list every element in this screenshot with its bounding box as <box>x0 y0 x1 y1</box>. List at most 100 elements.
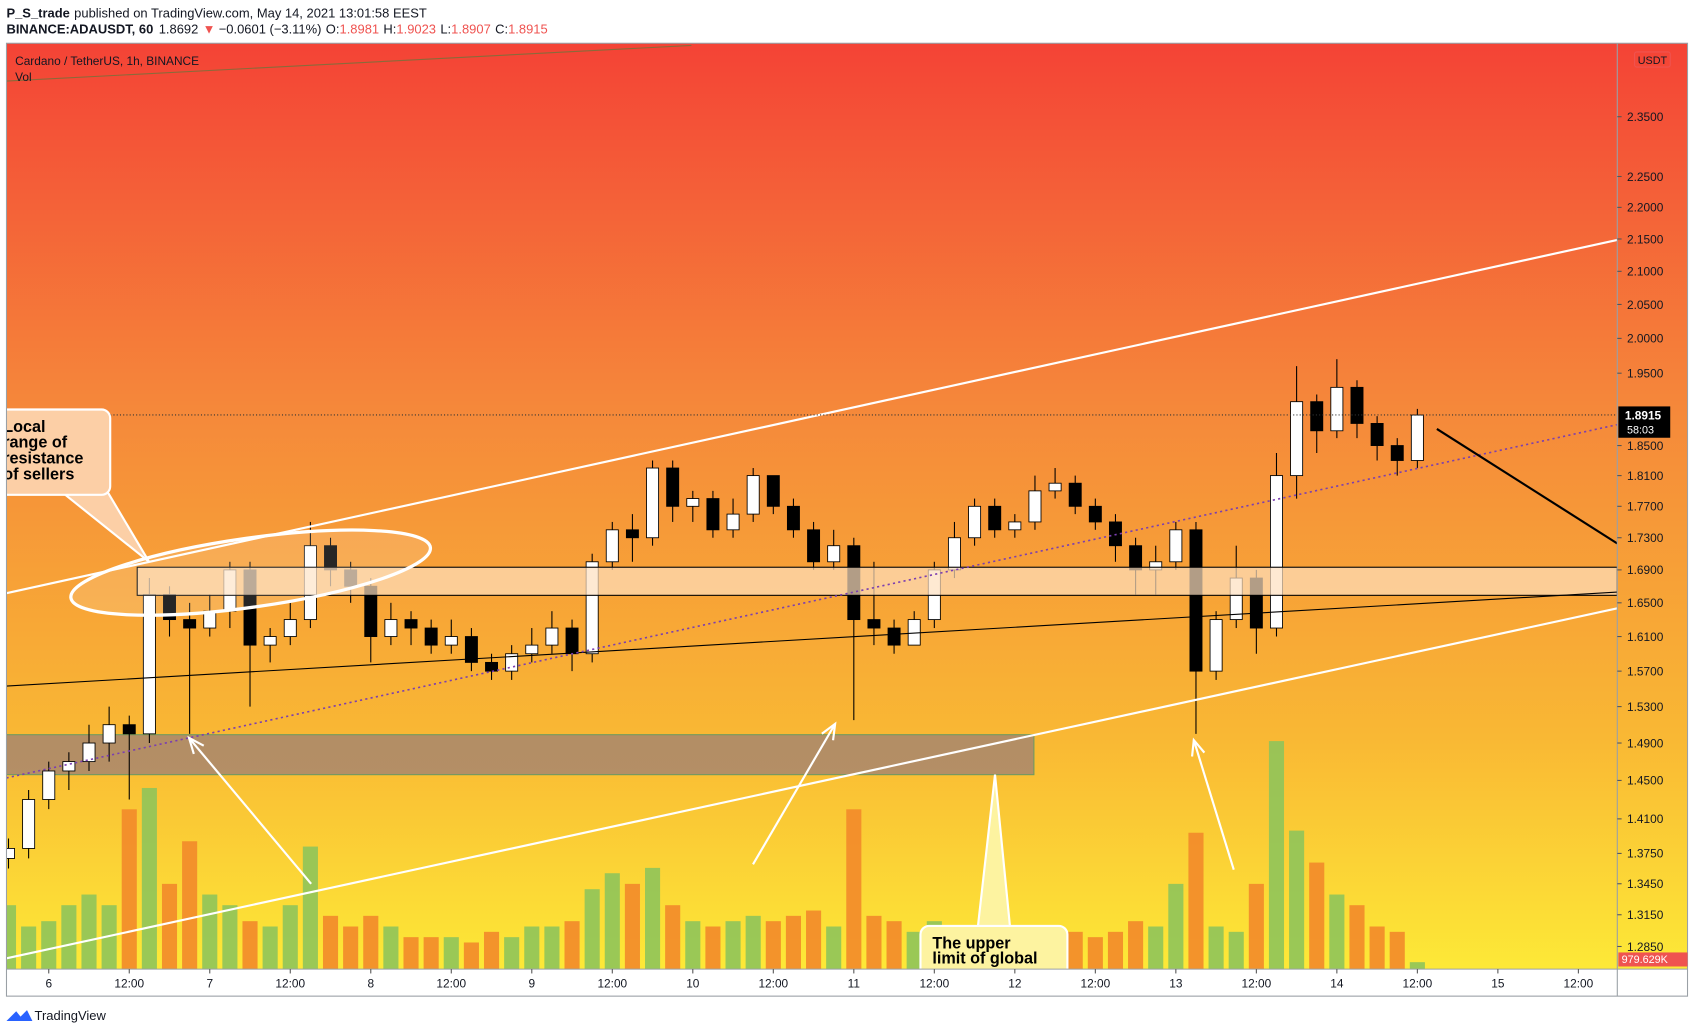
candle-body <box>62 761 76 772</box>
frame <box>5 42 1689 997</box>
h-label: H: <box>383 22 396 37</box>
volume-bar <box>504 937 520 970</box>
last-volume: 979.629K <box>1622 954 1669 966</box>
volume-bar <box>322 915 339 970</box>
publish-line: P_S_trade published on TradingView.com, M… <box>6 5 426 20</box>
callout-text: resistance <box>3 450 83 468</box>
volume-bar <box>1369 926 1385 970</box>
volume-bar <box>1128 921 1144 970</box>
x-tick-label: 12:00 <box>1564 976 1594 990</box>
candle-body <box>827 545 841 563</box>
volume-bar <box>121 809 137 970</box>
resistance-zone <box>136 566 1618 596</box>
candle-body <box>947 537 961 571</box>
volume-title: Vol <box>15 70 32 84</box>
y-tick-label: 1.7700 <box>1627 500 1664 514</box>
candle-body <box>1209 619 1223 672</box>
candle-body <box>786 505 800 531</box>
x-tick-label: 12 <box>1008 976 1021 990</box>
callout-text: range of <box>3 433 67 451</box>
y-tick-label: 2.1500 <box>1627 232 1664 246</box>
volume-bar <box>1148 926 1164 970</box>
x-tick-label: 9 <box>528 976 535 990</box>
candle-body <box>646 467 660 539</box>
drawings: Local range of resistance of sellers The… <box>3 44 1618 970</box>
candle-body <box>1088 505 1102 523</box>
y-tick-label: 1.4900 <box>1627 736 1664 750</box>
candle-body <box>384 619 398 637</box>
volume-bar <box>1268 741 1285 970</box>
volume-bar <box>262 926 278 970</box>
volume-bar <box>544 926 560 970</box>
volume-bar <box>282 905 298 970</box>
candle-body <box>1008 521 1022 531</box>
volume-bar <box>242 921 258 970</box>
volume-bar <box>1289 830 1305 970</box>
y-tick-label: 1.5700 <box>1627 664 1664 678</box>
o-label: O: <box>326 22 340 37</box>
channel-bottom <box>6 607 1618 960</box>
arrow <box>188 737 312 885</box>
volume-bar <box>826 926 842 970</box>
volume-bar <box>222 905 238 970</box>
published: published on TradingView.com, May 14, 20… <box>74 5 427 20</box>
x-tick-label: 11 <box>848 976 861 990</box>
candle-body <box>525 644 539 655</box>
volume-bar <box>1228 931 1244 970</box>
author: P_S_trade <box>6 5 69 20</box>
y-tick-label: 1.5300 <box>1627 700 1664 714</box>
volume-bar <box>604 873 620 970</box>
volume-bar <box>463 942 479 970</box>
candle-body <box>988 505 1002 531</box>
volume-bar <box>1067 931 1083 970</box>
candle-body <box>1028 490 1042 523</box>
candle-body <box>565 627 579 655</box>
candle-body <box>1330 386 1344 432</box>
candle-body <box>605 529 619 563</box>
volume-bar <box>81 894 97 970</box>
volume-bar <box>483 931 500 970</box>
volume-bar <box>61 905 77 970</box>
y-tick-label: 2.1000 <box>1627 265 1664 279</box>
y-tick-label: 2.0000 <box>1627 332 1664 346</box>
currency: USDT <box>1638 55 1668 67</box>
x-tick-label: 8 <box>367 976 374 990</box>
volume-bar <box>1188 832 1204 970</box>
volume-bar <box>1409 962 1425 970</box>
volume-layer <box>6 741 1425 970</box>
y-tick-label: 1.4500 <box>1627 774 1664 788</box>
candle-body <box>807 529 821 563</box>
candle-body <box>464 636 478 663</box>
candle-body <box>42 770 56 800</box>
x-tick-label: 6 <box>45 976 52 990</box>
candle-body <box>1169 529 1183 563</box>
candle-body <box>766 475 780 507</box>
candle-body <box>122 724 136 735</box>
y-tick-label: 1.2850 <box>1627 940 1664 954</box>
candle-body <box>6 848 15 859</box>
candle-body <box>545 627 559 646</box>
x-tick-label: 12:00 <box>1080 976 1110 990</box>
candle-body <box>666 467 680 507</box>
volume-bar <box>182 841 198 970</box>
volume-bar <box>161 883 178 970</box>
candle-body <box>867 619 881 629</box>
callout-box <box>919 924 1069 970</box>
last-volume-box <box>1618 952 1688 967</box>
last-price: 1.8915 <box>1625 408 1662 422</box>
volume-bar <box>202 894 218 970</box>
volume-bar <box>423 937 439 970</box>
volume-bar <box>806 910 822 970</box>
x-tick-label: 12:00 <box>275 976 305 990</box>
y-tick-label: 1.4100 <box>1627 812 1664 826</box>
candle-body <box>1108 521 1122 547</box>
volume-bar <box>564 921 580 970</box>
y-tick-label: 2.2000 <box>1627 201 1664 215</box>
volume-bar <box>624 883 640 970</box>
x-tick-label: 12:00 <box>919 976 949 990</box>
y-tick-label: 1.9500 <box>1627 367 1664 381</box>
volume-bar <box>343 926 359 970</box>
volume-bar <box>705 926 721 970</box>
volume-bar <box>665 905 681 970</box>
